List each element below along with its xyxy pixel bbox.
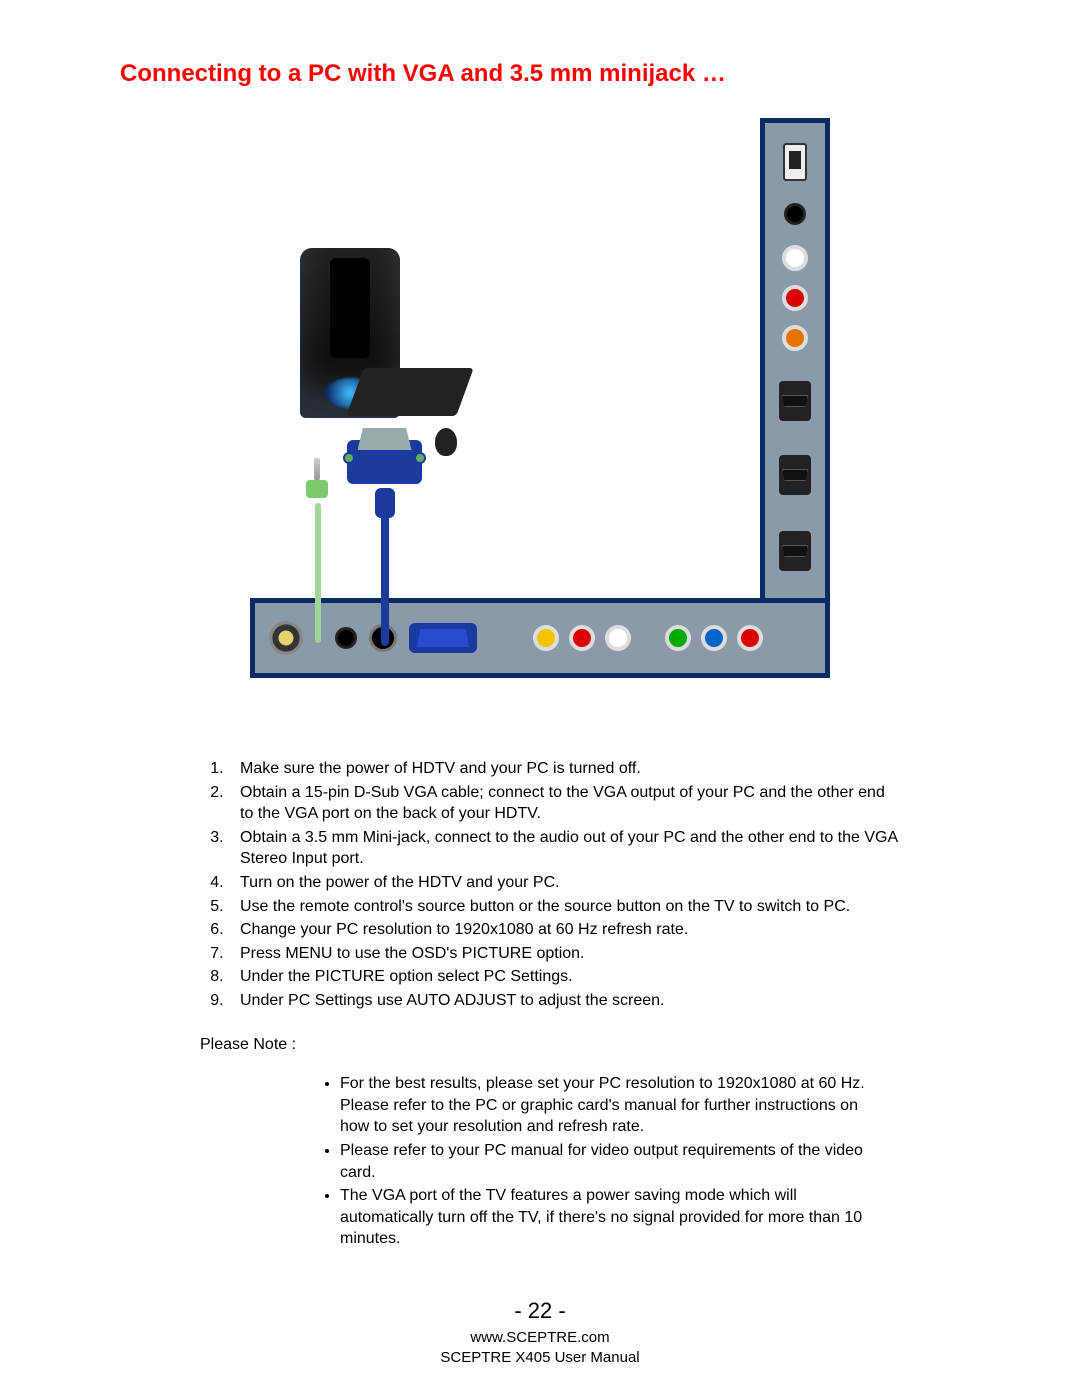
notes-list: For the best results, please set your PC… [320,1073,890,1250]
vga-cable-icon [381,496,389,646]
instructions-block: Make sure the power of HDTV and your PC … [200,758,900,1250]
rca-red-icon [782,285,808,311]
hdmi-3-icon [779,531,811,571]
note-label: Please Note : [200,1034,900,1056]
step-item: Press MENU to use the OSD's PICTURE opti… [228,943,900,965]
audio-jack-port-icon [335,627,357,649]
usb-port-icon [783,143,807,181]
coax-port-icon [269,621,303,655]
keyboard-icon [346,368,473,416]
tv-panel-vertical [760,118,830,658]
panel-corner [765,603,825,673]
audio-cable-icon [315,503,321,643]
footer-manual: SCEPTRE X405 User Manual [0,1348,1080,1368]
page-title: Connecting to a PC with VGA and 3.5 mm m… [120,60,960,88]
component-green-icon [665,625,691,651]
footer-url: www.SCEPTRE.com [0,1328,1080,1348]
audio-jack-icon [305,458,329,498]
composite-white-icon [605,625,631,651]
composite-red-icon [569,625,595,651]
steps-list: Make sure the power of HDTV and your PC … [200,758,900,1012]
step-item: Make sure the power of HDTV and your PC … [228,758,900,780]
rca-orange-icon [782,325,808,351]
note-item: The VGA port of the TV features a power … [340,1185,890,1250]
step-item: Under PC Settings use AUTO ADJUST to adj… [228,990,900,1012]
step-item: Use the remote control's source button o… [228,896,900,918]
composite-yellow-icon [533,625,559,651]
page-number: - 22 - [0,1298,1080,1324]
component-blue-icon [701,625,727,651]
rca-white-icon [782,245,808,271]
page-footer: - 22 - www.SCEPTRE.com SCEPTRE X405 User… [0,1298,1080,1367]
step-item: Obtain a 3.5 mm Mini-jack, connect to th… [228,827,900,870]
note-item: For the best results, please set your PC… [340,1073,890,1138]
note-item: Please refer to your PC manual for video… [340,1140,890,1183]
component-red-icon [737,625,763,651]
headphone-jack-icon [784,203,806,225]
step-item: Under the PICTURE option select PC Setti… [228,966,900,988]
step-item: Turn on the power of the HDTV and your P… [228,872,900,894]
connection-diagram [250,118,830,718]
cables-icon [305,448,505,628]
step-item: Obtain a 15-pin D-Sub VGA cable; connect… [228,782,900,825]
hdmi-2-icon [779,455,811,495]
step-item: Change your PC resolution to 1920x1080 a… [228,919,900,941]
hdmi-1-icon [779,381,811,421]
